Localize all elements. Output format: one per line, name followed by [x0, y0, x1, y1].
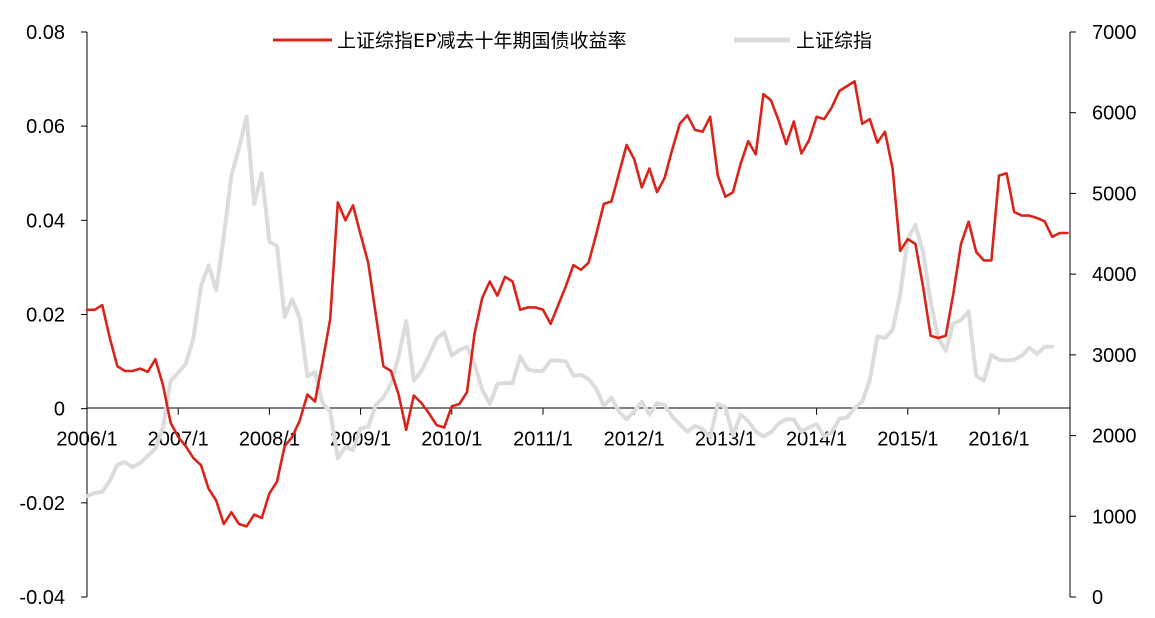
left-tick-label: -0.02	[19, 493, 65, 515]
index-series-line	[85, 114, 1055, 499]
x-tick-label: 2006/1	[56, 429, 117, 451]
left-axis-ticks: 0.08 0.06 0.04 0.02 0 -0.02 -0.04	[19, 22, 87, 609]
left-tick-label: 0.08	[26, 22, 65, 44]
right-axis-ticks: 7000 6000 5000 4000 3000 2000 1000 0	[1070, 22, 1137, 609]
right-tick-label: 0	[1092, 587, 1103, 609]
x-tick-label: 2011/1	[513, 429, 573, 451]
left-axis: 0.08 0.06 0.04 0.02 0 -0.02 -0.04	[19, 22, 88, 609]
left-tick-label: 0.04	[26, 210, 65, 232]
x-tick-label: 2016/1	[968, 429, 1029, 451]
legend-label-index: 上证综指	[796, 30, 872, 52]
series-layer	[85, 80, 1069, 528]
x-axis: 2006/1 2007/1 2008/1 2009/1 2010/1 2011/1 2012…	[56, 407, 1070, 451]
right-tick-label: 4000	[1092, 264, 1137, 286]
legend-label-ep-spread: 上证综指EP减去十年期国债收益率	[337, 30, 626, 52]
right-tick-label: 2000	[1092, 426, 1137, 448]
left-tick-label: 0.06	[26, 116, 65, 138]
ep-spread-series-line	[85, 80, 1069, 528]
left-tick-label: 0	[54, 399, 65, 421]
x-tick-label: 2012/1	[604, 429, 665, 451]
right-tick-label: 6000	[1092, 103, 1137, 125]
right-axis: 7000 6000 5000 4000 3000 2000 1000 0	[1069, 22, 1137, 609]
x-tick-label: 2010/1	[421, 429, 482, 451]
right-tick-label: 5000	[1092, 183, 1137, 205]
x-tick-label: 2015/1	[877, 429, 938, 451]
x-tick-label: 2014/1	[786, 429, 847, 451]
x-axis-ticks: 2006/1 2007/1 2008/1 2009/1 2010/1 2011/1 2012…	[56, 408, 1030, 451]
x-tick-label: 2007/1	[148, 429, 209, 451]
left-tick-label: 0.02	[26, 305, 65, 327]
left-tick-label: -0.04	[19, 587, 65, 609]
legend: 上证综指EP减去十年期国债收益率 上证综指	[273, 30, 872, 52]
right-tick-label: 7000	[1092, 22, 1137, 44]
right-tick-label: 3000	[1092, 345, 1137, 367]
right-tick-label: 1000	[1092, 506, 1137, 528]
